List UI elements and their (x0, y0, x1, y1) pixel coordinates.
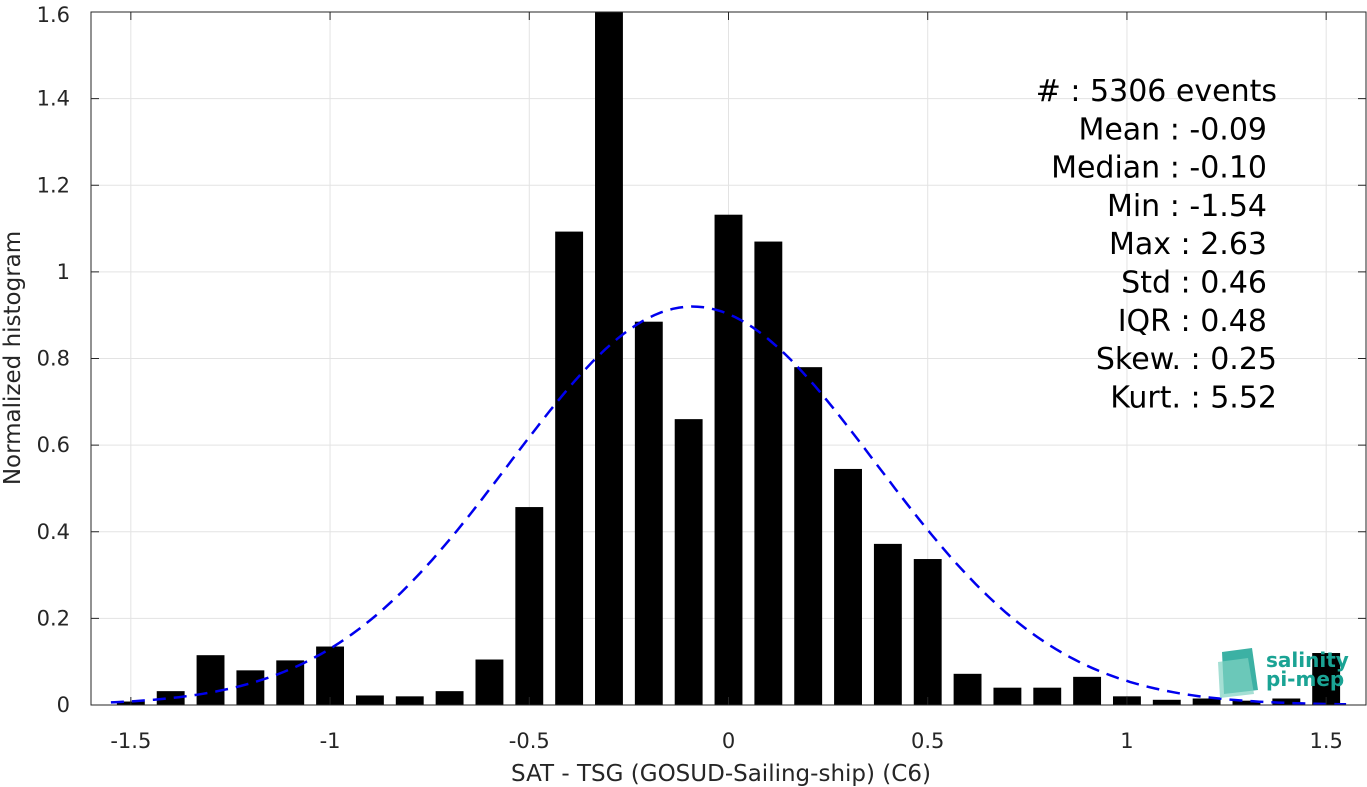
histogram-bar (1073, 676, 1102, 705)
histogram-bar (754, 241, 783, 705)
x-tick-label: -1.5 (110, 729, 151, 753)
stats-line: # : 5306 events (1036, 74, 1277, 109)
histogram-bar (555, 231, 584, 706)
y-tick-label: 1.6 (37, 3, 70, 27)
salinity-pimep-logo: salinity pi-mep (1218, 648, 1349, 698)
histogram-bars (116, 12, 1341, 706)
x-axis-ticks: -1.5 -1 -0.5 0 0.5 1 1.5 (110, 12, 1343, 753)
stats-line: Std : 0.46 (1121, 266, 1267, 301)
histogram-bar (276, 660, 305, 705)
histogram-bar (196, 655, 225, 705)
x-tick-label: 1 (1120, 729, 1133, 753)
histogram-bar (1312, 653, 1341, 705)
histogram-bar (475, 659, 504, 705)
histogram-bar (1152, 699, 1181, 705)
x-axis-label: SAT - TSG (GOSUD-Sailing-ship) (C6) (511, 761, 931, 787)
logo-line1: salinity (1266, 648, 1349, 672)
y-tick-label: 1.4 (37, 87, 70, 111)
logo-line2: pi-mep (1266, 667, 1344, 691)
y-tick-label: 0.4 (37, 520, 70, 544)
histogram-bar (395, 696, 424, 705)
stats-line: Max : 2.63 (1109, 227, 1267, 262)
histogram-bar (515, 507, 544, 705)
histogram-bar (156, 691, 185, 705)
y-axis-ticks: 0 0.2 0.4 0.6 0.8 1 1.2 1.4 1.6 (37, 3, 1366, 717)
histogram-bar (834, 468, 862, 705)
histogram-bar (873, 543, 902, 705)
histogram-bar (1232, 700, 1261, 705)
histogram-bar (953, 673, 982, 705)
y-tick-label: 1 (57, 260, 70, 284)
histogram-bar (435, 691, 464, 705)
histogram-bar (355, 695, 384, 705)
stats-line: Median : -0.10 (1051, 151, 1267, 186)
histogram-bar (913, 559, 942, 705)
histogram-bar (1033, 687, 1062, 705)
histogram-bar (714, 214, 743, 705)
histogram-bar (993, 687, 1022, 705)
gaussian-fit-curve (110, 305, 1347, 706)
x-tick-label: 0.5 (911, 729, 944, 753)
stats-line: IQR : 0.48 (1118, 304, 1267, 339)
y-axis-label: Normalized histogram (0, 231, 26, 485)
histogram-bar (1272, 698, 1301, 705)
histogram-bar (316, 646, 345, 705)
histogram-bar (674, 419, 703, 705)
y-tick-label: 0.6 (37, 433, 70, 457)
histogram-bar (634, 321, 663, 705)
x-tick-label: -0.5 (509, 729, 550, 753)
y-tick-label: 0.8 (37, 347, 70, 371)
stats-line: Min : -1.54 (1107, 189, 1267, 224)
x-tick-label: 0 (722, 729, 735, 753)
y-tick-label: 0 (57, 693, 70, 717)
stats-line: Kurt. : 5.52 (1110, 380, 1277, 415)
histogram-bar (794, 367, 823, 705)
y-tick-label: 0.2 (37, 606, 70, 630)
stats-line: Mean : -0.09 (1078, 112, 1267, 147)
histogram-bar (595, 12, 623, 705)
x-tick-label: 1.5 (1309, 729, 1342, 753)
histogram-bar (1192, 698, 1221, 705)
stats-line: Skew. : 0.25 (1096, 342, 1277, 377)
y-tick-label: 1.2 (37, 173, 70, 197)
histogram-bar (236, 670, 265, 705)
x-tick-label: -1 (320, 729, 341, 753)
logo-waves-icon (1218, 648, 1258, 698)
